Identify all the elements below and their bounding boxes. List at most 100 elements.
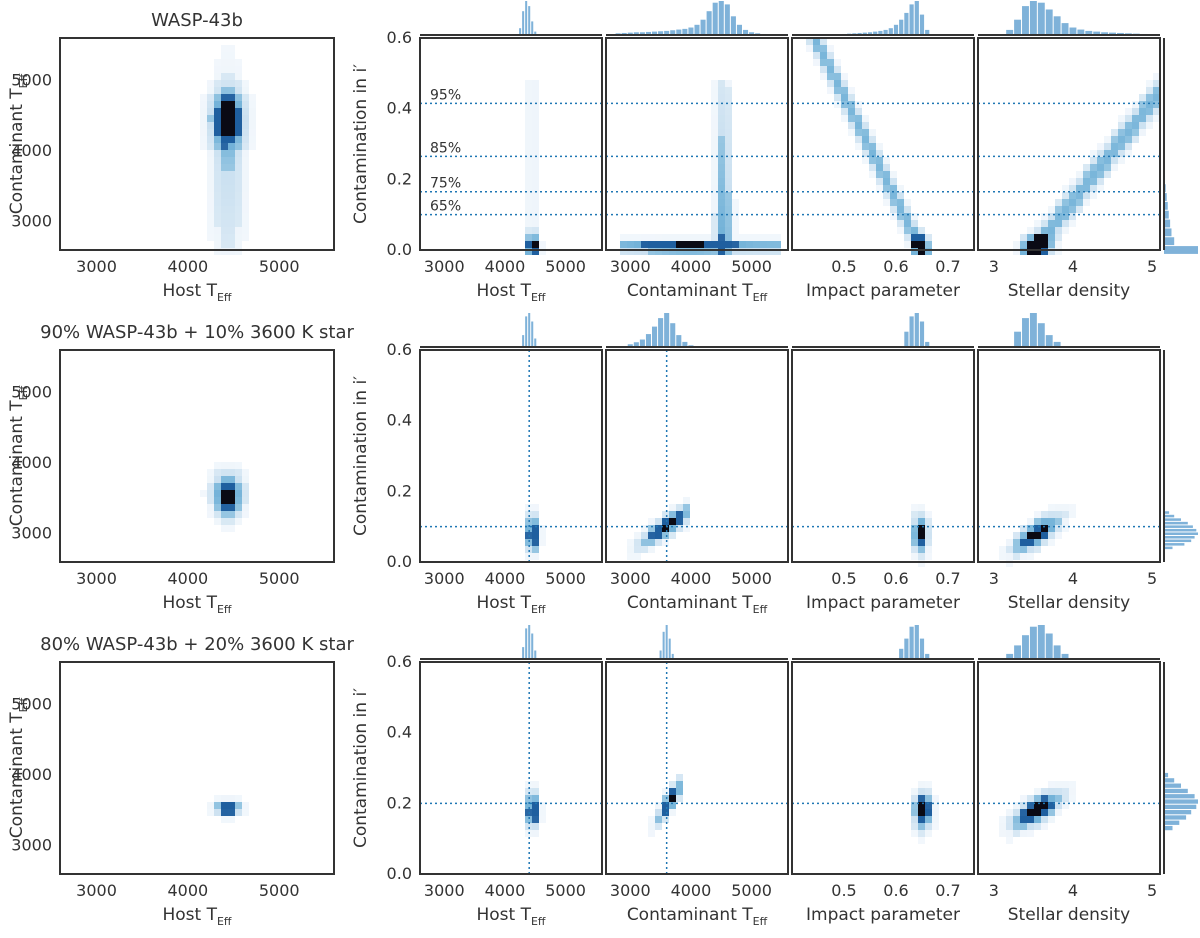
teff-hexbin — [207, 94, 214, 101]
hexbin-cell — [918, 525, 925, 532]
hexbin-cell — [1006, 830, 1013, 837]
hexbin-cell — [1104, 143, 1111, 150]
hexbin-cell — [855, 108, 862, 115]
hexbin-cell — [532, 157, 539, 164]
hexbin-cell — [1048, 539, 1055, 546]
hexbin-cell — [918, 830, 925, 837]
top-histogram — [792, 313, 974, 348]
teff-hexbin — [214, 469, 221, 476]
histogram-bar — [670, 30, 676, 35]
hexbin-cell — [697, 248, 704, 255]
teff-hexbin — [235, 462, 242, 469]
hexbin-cell — [648, 546, 655, 553]
x-tick-label: 4000 — [485, 569, 526, 588]
hexbin-cell — [1069, 206, 1076, 213]
hexbin-cell — [1034, 532, 1041, 539]
hexbin-cell — [711, 227, 718, 234]
teff-hexbin — [249, 101, 256, 108]
hexbin-cell — [1104, 157, 1111, 164]
y-axis-label-main: Contaminant T — [7, 400, 27, 526]
hexbin-cell — [641, 525, 648, 532]
teff-hexbin — [221, 809, 228, 816]
histogram-bar — [1085, 30, 1093, 35]
top-histogram — [606, 313, 788, 348]
histogram-bar — [639, 32, 645, 35]
hexbin-cell — [662, 532, 669, 539]
hexbin-cell — [841, 94, 848, 101]
hexbin-cell — [848, 129, 855, 136]
hexbin-cell — [1055, 241, 1062, 248]
teff-hexbin — [235, 504, 242, 511]
hexbin-cell — [774, 234, 781, 241]
teff-hexbin — [242, 469, 249, 476]
hexbin-cell — [539, 525, 546, 532]
hexbin-cell — [918, 837, 925, 844]
x-axis-label: Host TEff — [476, 593, 545, 616]
histogram-bar — [525, 316, 528, 347]
hexbin-cell — [718, 220, 725, 227]
hexbin-cell — [932, 809, 939, 816]
hexbin-cell — [834, 101, 841, 108]
histogram-bar — [519, 28, 522, 35]
histogram-bar — [1164, 246, 1198, 254]
teff-hexbin — [228, 490, 235, 497]
hexbin-cell — [1069, 199, 1076, 206]
x-tick-label: 4000 — [671, 569, 712, 588]
histogram-bar — [639, 339, 645, 347]
hexbin-cell — [774, 248, 781, 255]
hexbin-cell — [1027, 518, 1034, 525]
hexbin-cell — [876, 171, 883, 178]
hexbin-cell — [1013, 830, 1020, 837]
hexbin-cell — [855, 122, 862, 129]
hexbin-cell — [813, 59, 820, 66]
teff-hexbin — [214, 164, 221, 171]
hexbin-cell — [532, 192, 539, 199]
teff-hexbin — [207, 809, 214, 816]
x-tick-label: 4 — [1068, 569, 1078, 588]
hexbin-cell — [827, 59, 834, 66]
hexbin-cell — [1132, 101, 1139, 108]
x-axis-label-main: Host T — [162, 905, 217, 925]
hexbin-cell — [718, 157, 725, 164]
histogram-bar — [1164, 788, 1188, 794]
x-tick-label: 5000 — [259, 257, 300, 276]
hexbin-cell — [711, 150, 718, 157]
hexbin-cell — [525, 150, 532, 157]
hexbin-cell — [1090, 185, 1097, 192]
panel-frame — [977, 349, 1161, 563]
histogram-bar — [1164, 210, 1169, 219]
hexbin-cell — [1027, 546, 1034, 553]
hexbin-cell — [1055, 788, 1062, 795]
histogram-bar — [1014, 645, 1022, 659]
hexbin-cell — [918, 788, 925, 795]
hexbin-cell — [1041, 241, 1048, 248]
hexbin-cell — [676, 504, 683, 511]
hexbin-cell — [918, 227, 925, 234]
teff-hexbin — [207, 234, 214, 241]
hexbin-cell — [732, 241, 739, 248]
teff-hexbin — [242, 94, 249, 101]
teff-hexbin — [214, 490, 221, 497]
teff-hexbin — [214, 518, 221, 525]
hexbin-cell — [1020, 795, 1027, 802]
x-tick-label: 5000 — [545, 881, 586, 900]
teff-hexbin — [214, 476, 221, 483]
teff-hexbin — [235, 136, 242, 143]
hexbin-cell — [925, 823, 932, 830]
hexbin-cell — [1083, 164, 1090, 171]
x-axis-label: Stellar density — [1008, 905, 1131, 925]
teff-hexbin — [214, 101, 221, 108]
hexbin-cell — [897, 213, 904, 220]
hexbin-cell — [1013, 816, 1020, 823]
teff-hexbin — [214, 73, 221, 80]
hexbin-cell — [1139, 129, 1146, 136]
hexbin-cell — [718, 234, 725, 241]
hexbin-cell — [648, 518, 655, 525]
histogram-bar — [904, 638, 909, 659]
teff-hexbin — [235, 94, 242, 101]
hexbin-cell — [862, 122, 869, 129]
hexbin-cell — [1097, 150, 1104, 157]
hexbin-cell — [669, 795, 676, 802]
hexbin-cell — [841, 73, 848, 80]
hexbin-cell — [1055, 504, 1062, 511]
